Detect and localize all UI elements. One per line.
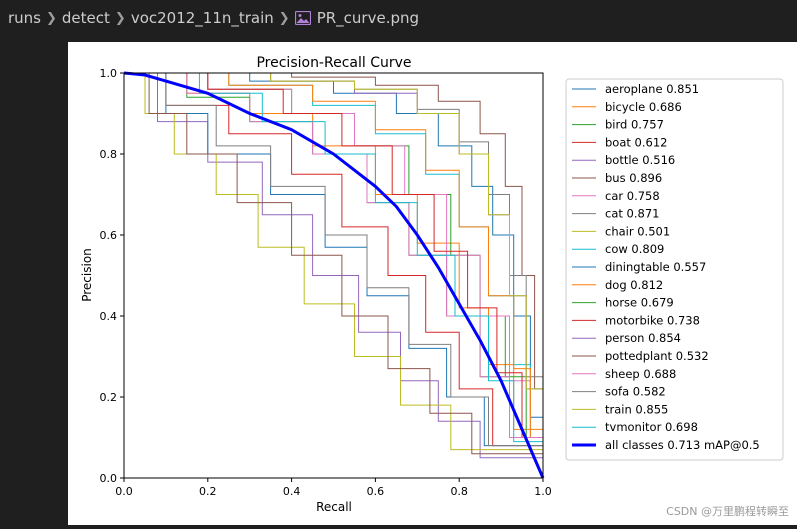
breadcrumb: runs ❯ detect ❯ voc2012_11n_train ❯ PR_c… (0, 0, 797, 36)
y-tick-label: 0.2 (100, 391, 118, 404)
x-tick-label: 0.6 (367, 485, 385, 498)
chevron-right-icon: ❯ (115, 11, 126, 26)
legend-entry: train 0.855 (605, 402, 668, 416)
y-tick-label: 1.0 (100, 67, 118, 80)
legend-entry: chair 0.501 (605, 224, 670, 238)
csdn-watermark: CSDN @万里鹏程转瞬至 (666, 503, 789, 519)
y-axis-label: Precision (80, 248, 94, 302)
legend-entry: cat 0.871 (605, 207, 659, 221)
legend-entry: bus 0.896 (605, 171, 662, 185)
legend-entry: bicycle 0.686 (605, 100, 682, 114)
image-file-icon (295, 11, 311, 25)
x-tick-label: 0.2 (199, 485, 217, 498)
x-tick-label: 0.8 (450, 485, 468, 498)
breadcrumb-item-runs[interactable]: runs (8, 9, 41, 27)
chevron-right-icon: ❯ (279, 11, 290, 26)
chart-title: Precision-Recall Curve (256, 55, 411, 71)
legend-entry: boat 0.612 (605, 135, 667, 149)
y-tick-label: 0.0 (100, 472, 118, 485)
breadcrumb-item-train-folder[interactable]: voc2012_11n_train (131, 9, 274, 27)
legend: aeroplane 0.851 bicycle 0.686 bird 0.757 bo… (566, 79, 783, 460)
y-tick-label: 0.6 (100, 229, 118, 242)
x-tick-label: 0.0 (115, 485, 133, 498)
chevron-right-icon: ❯ (46, 11, 57, 26)
legend-entry: pottedplant 0.532 (605, 349, 709, 363)
legend-entry: all classes 0.713 mAP@0.5 (605, 438, 760, 452)
breadcrumb-file-name[interactable]: PR_curve.png (317, 9, 419, 27)
legend-entry: bottle 0.516 (605, 153, 675, 167)
breadcrumb-item-detect[interactable]: detect (62, 9, 110, 27)
y-tick-label: 0.8 (100, 148, 118, 161)
legend-entry: dog 0.812 (605, 278, 663, 292)
legend-entry: bird 0.757 (605, 118, 664, 132)
pr-curve-image: Precision-Recall Curve 0.0 0.2 0.4 0.6 0.8 1.… (68, 42, 797, 525)
x-tick-label: 0.4 (283, 485, 301, 498)
x-tick-label: 1.0 (534, 485, 552, 498)
legend-entry: aeroplane 0.851 (605, 82, 699, 96)
legend-entry: tvmonitor 0.698 (605, 420, 698, 434)
legend-entry: sheep 0.688 (605, 367, 676, 381)
legend-entry: diningtable 0.557 (605, 260, 706, 274)
pr-curve-chart: Precision-Recall Curve 0.0 0.2 0.4 0.6 0.8 1.… (68, 42, 797, 525)
legend-entry: sofa 0.582 (605, 385, 666, 399)
legend-entry: horse 0.679 (605, 296, 674, 310)
legend-entry: cow 0.809 (605, 242, 664, 256)
legend-entry: person 0.854 (605, 331, 681, 345)
legend-entry: car 0.758 (605, 189, 660, 203)
x-axis-label: Recall (316, 500, 352, 514)
legend-entry: motorbike 0.738 (605, 313, 700, 327)
y-tick-label: 0.4 (100, 310, 118, 323)
